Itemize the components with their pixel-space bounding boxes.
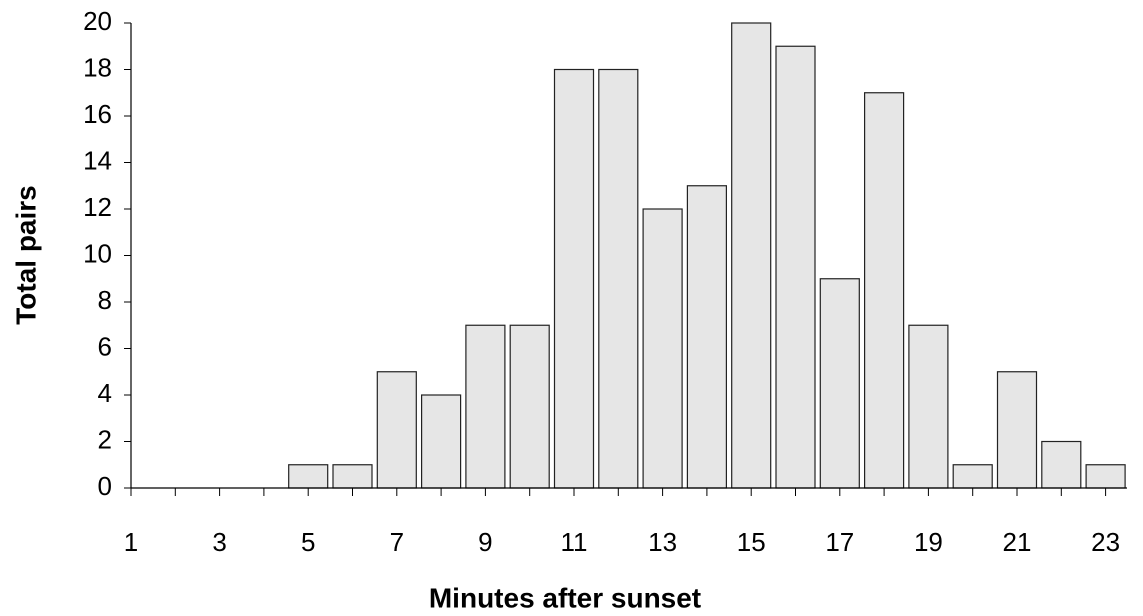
bar — [908, 324, 949, 489]
x-tick-label: 11 — [561, 527, 588, 557]
x-tick-label: 17 — [825, 527, 854, 557]
x-tick-label: 19 — [914, 527, 943, 557]
bar — [288, 464, 329, 489]
bar — [598, 68, 639, 489]
bar — [819, 278, 860, 489]
x-tick-label: 3 — [212, 527, 226, 557]
bar — [509, 324, 550, 489]
y-tick-label: 2 — [98, 424, 112, 454]
bar — [731, 22, 772, 489]
bar — [553, 68, 595, 489]
bar — [863, 92, 905, 489]
bar — [421, 394, 462, 489]
bar — [686, 185, 728, 489]
y-tick-label: 16 — [83, 99, 112, 129]
x-tick-label: 1 — [124, 527, 138, 557]
x-tick-label: 23 — [1091, 527, 1120, 557]
y-tick-label: 12 — [83, 192, 112, 222]
x-tick-label: 21 — [1003, 527, 1032, 557]
bar — [332, 464, 373, 489]
bar — [775, 45, 816, 489]
x-tick-label: 15 — [737, 527, 766, 557]
x-axis-title: Minutes after sunset — [429, 582, 701, 613]
x-tick-label: 9 — [478, 527, 492, 557]
y-tick-label: 8 — [98, 285, 112, 315]
y-axis-title: Total pairs — [10, 185, 41, 325]
bar — [465, 324, 506, 489]
bar — [952, 464, 993, 489]
y-tick-label: 10 — [83, 238, 112, 268]
y-tick-label: 6 — [98, 331, 112, 361]
bar — [376, 371, 417, 489]
x-tick-label: 7 — [390, 527, 404, 557]
bar — [1041, 440, 1082, 489]
y-tick-label: 0 — [98, 471, 112, 501]
x-tick-label: 13 — [648, 527, 677, 557]
x-tick-label: 5 — [301, 527, 315, 557]
bar — [642, 208, 683, 489]
y-tick-label: 4 — [98, 378, 112, 408]
y-tick-label: 20 — [83, 6, 112, 36]
y-tick-label: 18 — [83, 52, 112, 82]
bar — [996, 371, 1038, 489]
bar — [1085, 464, 1126, 489]
y-tick-label: 14 — [83, 145, 112, 175]
